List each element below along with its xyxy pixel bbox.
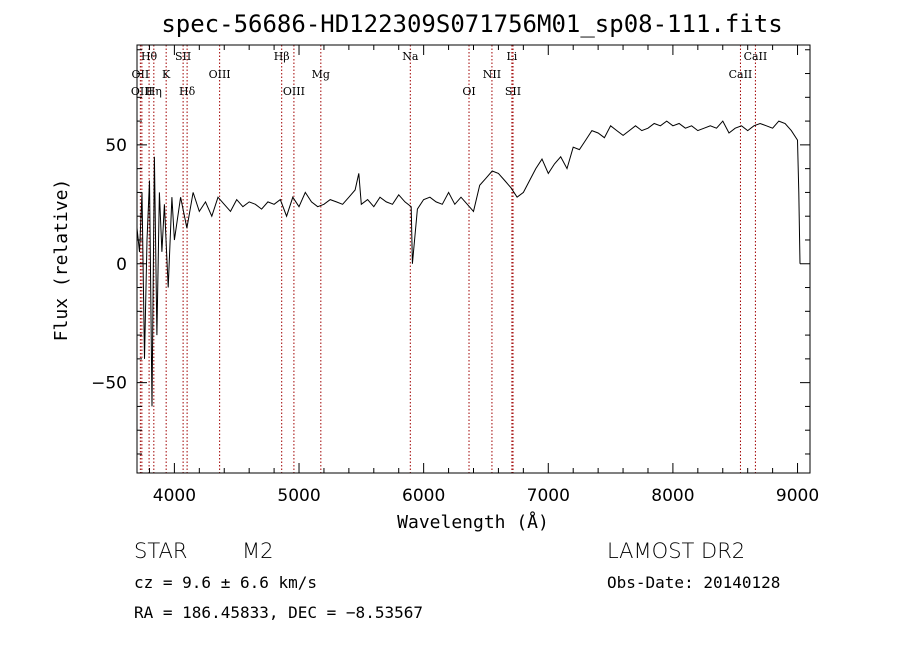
- spectral-line-label: OI: [462, 85, 475, 98]
- y-tick-label: −50: [91, 374, 127, 394]
- spectral-line-label: OII: [132, 68, 150, 81]
- axis-ticks: 4000 5000 6000 7000 8000 9000 −50 0 50: [91, 45, 819, 506]
- x-tick-label: 6000: [402, 486, 445, 506]
- y-tick-label: 50: [105, 136, 127, 156]
- spectral-line-label: Hη: [146, 85, 162, 98]
- object-class: STAR: [134, 539, 188, 563]
- x-axis-label: Wavelength (Å): [397, 511, 549, 533]
- spectral-line-label: OIII: [283, 85, 305, 98]
- x-tick-label: 4000: [153, 486, 196, 506]
- redshift-cz: cz = 9.6 ± 6.6 km/s: [134, 573, 318, 592]
- spectral-line-label: SII: [175, 50, 191, 63]
- spectral-line-label: Hδ: [179, 85, 196, 98]
- chart-title: spec-56686-HD122309S071756M01_sp08-111.f…: [161, 10, 782, 38]
- survey-name: LAMOST DR2: [607, 539, 746, 563]
- x-tick-label: 9000: [776, 486, 819, 506]
- coordinates: RA = 186.45833, DEC = −8.53567: [134, 603, 423, 622]
- spectral-line-label: Hθ: [141, 50, 158, 63]
- spectral-line-label: NII: [483, 68, 501, 81]
- spectral-lines: HθOIIOIIIHηKSIIHδOIIIHβOIIIMgNaOINIILiSI…: [131, 45, 767, 473]
- spectral-line-label: Mg: [312, 68, 330, 81]
- spectral-line-label: CaII: [744, 50, 768, 63]
- x-tick-label: 7000: [527, 486, 570, 506]
- spectral-line-label: CaII: [729, 68, 753, 81]
- x-tick-label: 8000: [651, 486, 694, 506]
- spectral-line-label: Na: [402, 50, 419, 63]
- spectrum-series: [136, 120, 801, 407]
- spectral-line-label: SII: [505, 85, 521, 98]
- y-tick-label: 0: [116, 255, 127, 275]
- spectral-line-label: Li: [506, 50, 517, 63]
- object-subclass: M2: [242, 539, 274, 563]
- y-axis-label: Flux (relative): [51, 179, 72, 342]
- spectrum-line-series: [136, 120, 801, 407]
- x-tick-label: 5000: [277, 486, 320, 506]
- observation-date: Obs-Date: 20140128: [607, 573, 781, 592]
- spectral-line-label: K: [162, 68, 171, 81]
- plot-frame: [136, 44, 811, 474]
- spectral-line-label: OIII: [131, 85, 153, 98]
- spectral-line-label: OIII: [209, 68, 231, 81]
- spectral-line-label: Hβ: [274, 50, 290, 63]
